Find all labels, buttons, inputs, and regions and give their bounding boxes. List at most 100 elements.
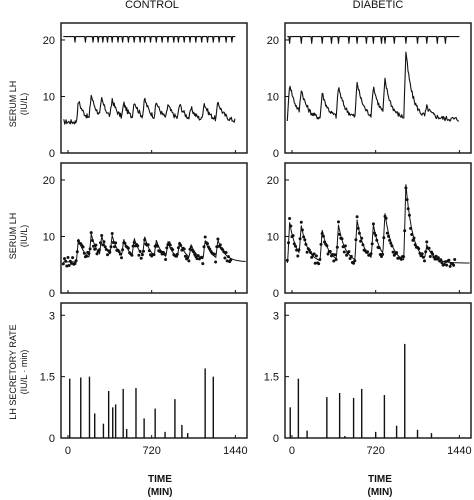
observed-point — [312, 252, 316, 256]
observed-point — [81, 245, 85, 249]
observed-point — [355, 215, 359, 219]
x-axis-label-diabetic: TIME (MIN) — [368, 474, 393, 498]
observed-point — [442, 263, 446, 266]
panel-control-fit: 0 10 20 — [43, 162, 248, 300]
observed-point — [314, 254, 318, 258]
x-tick-label: 0 — [289, 445, 295, 457]
x-tick-label: 720 — [366, 445, 384, 457]
observed-point — [214, 260, 218, 264]
observed-point — [448, 264, 452, 268]
observed-point — [71, 256, 75, 260]
observed-point — [92, 244, 95, 248]
observed-point — [288, 217, 292, 220]
observed-point — [434, 254, 438, 258]
observed-point — [110, 232, 114, 235]
observed-point — [183, 254, 187, 258]
panel-frame — [60, 162, 248, 294]
panel-frame — [284, 302, 472, 439]
fitted-curve — [63, 233, 246, 263]
observed-point — [95, 252, 99, 256]
observed-point — [100, 234, 104, 237]
observed-point — [317, 262, 321, 266]
observed-point — [452, 263, 456, 267]
observed-point — [334, 258, 338, 261]
y-tick-label: 0 — [49, 288, 55, 300]
observed-point — [305, 250, 309, 254]
observed-point — [70, 261, 73, 265]
observed-point — [93, 247, 97, 251]
observed-point — [66, 256, 70, 259]
plot-grid: 0 10 20 0 10 20 0 10 20 0 10 20 0 1.5 3 0 720 1440 0 1.5 3 0 7… — [40, 22, 472, 457]
observed-point — [113, 245, 116, 249]
panel-frame — [60, 22, 248, 154]
observed-point — [296, 254, 300, 258]
y-tick-label: 0 — [273, 288, 279, 300]
fitted-curve — [286, 184, 470, 264]
y-tick-label: 0 — [49, 433, 55, 445]
y-axis-unit-serum-lh-top: (IU/L) — [19, 93, 29, 116]
observed-point — [61, 262, 65, 266]
observed-point — [186, 256, 190, 260]
y-tick-label: 10 — [43, 231, 55, 243]
row-label-serum-middle: SERUM LH (IU/L) — [8, 213, 29, 260]
observed-point — [164, 258, 168, 261]
observed-point — [65, 264, 69, 268]
observed-point — [224, 251, 228, 254]
y-axis-label-serum-lh-top: SERUM LH — [8, 81, 18, 128]
observed-point — [225, 259, 229, 263]
y-tick-label: 1.5 — [40, 372, 55, 384]
observed-point — [440, 261, 444, 265]
panel-frame — [284, 162, 472, 294]
observed-point — [223, 256, 227, 260]
observed-point — [106, 253, 109, 257]
observed-point — [101, 243, 105, 247]
observed-point — [453, 258, 457, 261]
y-tick-label: 10 — [43, 91, 55, 103]
observed-point — [89, 231, 93, 235]
x-axis-label-time-control: TIME — [148, 474, 172, 485]
y-tick-label: 20 — [43, 175, 55, 187]
observed-point — [229, 258, 233, 262]
y-tick-label: 20 — [43, 35, 55, 47]
y-tick-label: 0 — [273, 148, 279, 160]
column-title-diabetic: DIABETIC — [353, 0, 404, 11]
observed-point — [333, 253, 337, 257]
observed-point — [63, 257, 66, 261]
observed-point — [428, 255, 432, 258]
observed-point — [445, 263, 449, 267]
panel-control-secretion: 0 1.5 3 0 720 1440 — [40, 302, 248, 457]
panel-frame — [60, 302, 248, 439]
y-tick-label: 3 — [49, 310, 55, 322]
observed-point — [299, 220, 303, 224]
serum-lh-trace — [286, 51, 459, 122]
observed-point — [313, 261, 317, 265]
observed-point — [326, 252, 330, 256]
y-tick-label: 1.5 — [264, 372, 279, 384]
observed-point — [423, 259, 426, 263]
x-tick-label: 720 — [142, 445, 160, 457]
pulse-marker-train — [63, 36, 236, 43]
observed-point — [203, 235, 207, 239]
y-axis-label-lh-secretory-rate: LH SECRETORY RATE — [8, 324, 18, 419]
observed-point — [120, 256, 123, 260]
observed-point — [447, 258, 451, 262]
observed-point — [371, 222, 375, 226]
observed-point — [73, 262, 77, 266]
row-label-serum-top: SERUM LH (IU/L) — [8, 81, 29, 128]
panel-diabetic-fit: 0 10 20 — [267, 162, 472, 300]
y-axis-unit-serum-lh-middle: (IU/L) — [19, 225, 29, 248]
x-axis-label-control: TIME (MIN) — [148, 474, 173, 498]
serum-lh-trace — [63, 94, 236, 125]
x-tick-label: 0 — [65, 445, 71, 457]
x-axis-unit-min-diabetic: (MIN) — [368, 487, 393, 498]
row-label-secretory-rate: LH SECRETORY RATE (IU/L · min) — [8, 324, 29, 419]
observed-point — [436, 256, 440, 260]
observed-point — [310, 255, 314, 259]
x-axis-label-time-diabetic: TIME — [368, 474, 392, 485]
observed-point — [67, 264, 71, 267]
y-tick-label: 10 — [267, 91, 279, 103]
panel-diabetic-secretion: 0 1.5 3 0 720 1440 — [264, 302, 472, 457]
observed-point — [137, 253, 141, 257]
observed-point — [342, 250, 346, 254]
